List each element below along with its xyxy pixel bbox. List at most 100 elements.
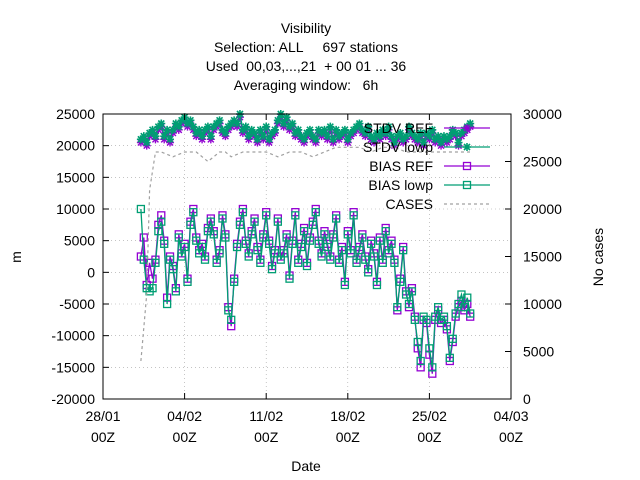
x-tick-label-time: 00Z: [499, 429, 524, 445]
data-point-stdv-lowp: [323, 132, 332, 141]
data-point-stdv-lowp: [335, 132, 344, 141]
title-line-2: Selection: ALL 697 stations: [214, 39, 398, 55]
data-point-bias-lowp: [244, 252, 253, 261]
data-point-stdv-lowp: [273, 116, 282, 125]
series-bias-lowp: [136, 204, 475, 372]
x-axis-label: Date: [291, 458, 321, 474]
data-point-bias-lowp: [381, 227, 390, 236]
series-bias-ref: [136, 204, 475, 378]
data-point-stdv-lowp: [416, 129, 425, 137]
data-point-stdv-lowp: [361, 129, 370, 137]
data-point-bias-lowp: [297, 242, 306, 252]
data-point-bias-ref: [148, 274, 157, 283]
data-point-stdv-lowp: [466, 119, 475, 128]
data-point-bias-lowp: [136, 204, 146, 214]
data-point-stdv-lowp: [136, 135, 145, 144]
data-point-bias-lowp: [192, 236, 201, 245]
data-point-bias-lowp: [349, 211, 358, 220]
data-point-stdv-lowp: [349, 125, 358, 134]
data-point-stdv-lowp: [390, 138, 399, 147]
data-point-stdv-lowp: [303, 129, 311, 137]
data-point-stdv-lowp: [311, 135, 320, 144]
data-point-stdv-lowp: [177, 116, 186, 125]
series-line-cases: [140, 146, 471, 362]
data-point-bias-lowp: [218, 214, 227, 223]
data-point-stdv-lowp: [329, 135, 338, 144]
title-line-4: Averaging window: 6h: [234, 77, 379, 93]
data-point-bias-lowp: [209, 230, 218, 239]
data-point-stdv-lowp: [215, 116, 224, 125]
data-point-bias-lowp: [224, 306, 233, 315]
data-point-stdv-lowp: [326, 122, 335, 131]
data-point-stdv-lowp: [372, 129, 381, 137]
data-point-stdv-lowp: [297, 132, 306, 141]
data-point-stdv-lowp: [186, 116, 195, 125]
data-point-bias-lowp: [291, 211, 300, 220]
data-point-stdv-lowp: [238, 125, 247, 134]
data-point-stdv-lowp: [218, 125, 227, 134]
legend-label-bias-lowp: BIAS lowp: [368, 177, 433, 193]
data-point-stdv-lowp: [189, 122, 198, 131]
legend-label-cases: CASES: [386, 196, 433, 212]
data-point-bias-lowp: [396, 277, 405, 286]
data-point-bias-lowp: [197, 242, 207, 252]
data-point-stdv-lowp: [157, 119, 166, 128]
data-point-bias-lowp: [317, 252, 326, 261]
data-point-stdv-lowp: [160, 132, 169, 141]
data-point-stdv-lowp: [370, 135, 379, 144]
data-point-stdv-lowp: [151, 132, 160, 141]
data-point-stdv-lowp: [288, 119, 297, 128]
data-point-bias-lowp: [273, 217, 283, 226]
data-point-bias-lowp: [215, 249, 224, 258]
data-point-stdv-lowp: [268, 129, 277, 137]
data-point-bias-lowp: [448, 334, 457, 343]
data-point-bias-lowp: [334, 258, 344, 267]
data-point-bias-lowp: [232, 242, 242, 252]
legend-marker-stdv-lowp: [463, 143, 471, 151]
data-point-bias-lowp: [235, 220, 245, 229]
data-point-stdv-lowp: [253, 135, 262, 144]
legend-marker-bias-lowp: [462, 180, 472, 190]
data-point-bias-lowp: [279, 249, 288, 258]
x-tick-label-date: 04/02: [167, 408, 202, 424]
data-point-bias-lowp: [160, 239, 169, 248]
data-point-stdv-lowp: [431, 135, 440, 144]
data-point-bias-lowp: [250, 217, 259, 226]
y2-tick-label: 25000: [523, 154, 562, 170]
data-point-stdv-lowp: [209, 122, 218, 131]
data-point-stdv-lowp: [419, 138, 428, 147]
data-point-stdv-lowp: [195, 125, 204, 134]
data-point-bias-lowp: [177, 252, 186, 261]
data-point-stdv-lowp: [358, 125, 367, 134]
data-point-bias-lowp: [157, 217, 166, 226]
data-point-stdv-lowp: [343, 135, 352, 144]
x-tick-label-time: 00Z: [173, 429, 198, 445]
title-line-1: Visibility: [281, 20, 331, 36]
data-point-stdv-lowp: [201, 125, 209, 134]
y-tick-label: -5000: [59, 296, 95, 312]
data-point-stdv-lowp: [413, 135, 422, 144]
data-point-bias-lowp: [352, 258, 361, 267]
data-point-stdv-lowp: [381, 129, 390, 137]
data-point-bias-lowp: [259, 233, 268, 242]
data-point-bias-lowp: [393, 303, 402, 312]
data-point-bias-lowp: [247, 230, 256, 239]
legend-marker-stdv-ref: [463, 124, 471, 132]
data-point-stdv-lowp: [233, 119, 242, 128]
y2-axis-label: No cases: [590, 228, 606, 286]
data-point-stdv-lowp: [407, 129, 416, 137]
data-point-bias-lowp: [294, 258, 303, 267]
data-point-bias-lowp: [180, 242, 189, 252]
x-tick-label-time: 00Z: [336, 429, 361, 445]
data-point-stdv-lowp: [340, 125, 349, 134]
y-tick-label: 0: [87, 264, 95, 280]
data-point-stdv-lowp: [203, 122, 212, 131]
data-point-bias-lowp: [212, 258, 221, 267]
data-point-bias-lowp: [186, 220, 195, 229]
data-point-bias-lowp: [387, 239, 396, 248]
data-point-bias-lowp: [314, 239, 323, 248]
data-point-stdv-lowp: [352, 122, 361, 131]
data-point-bias-ref: [227, 322, 236, 331]
data-point-stdv-lowp: [163, 125, 172, 134]
data-point-stdv-lowp: [291, 129, 300, 137]
